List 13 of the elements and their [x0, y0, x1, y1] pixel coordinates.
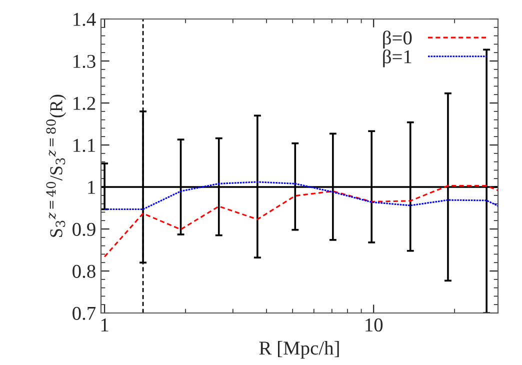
y-tick-label: 1.2: [74, 96, 96, 110]
y-tick-label: 1: [88, 180, 95, 194]
legend-label: β=0: [383, 30, 412, 48]
x-tick-label: 10: [366, 318, 383, 332]
y-tick-label: 0.9: [72, 222, 96, 236]
y-tick-label: 1.1: [74, 138, 95, 152]
y-tick-label: 1.3: [74, 54, 96, 68]
x-axis-title: R [Mpc/h]: [259, 341, 339, 359]
y-tick-label: 0.8: [72, 264, 96, 278]
y-axis-title: S$_{3}$$^{z=40}$/S$_{3}$$^{z=80}$(R): [46, 94, 66, 237]
y-tick-label: 0.7: [72, 306, 96, 320]
legend-label: β=1: [383, 49, 412, 68]
y-tick-label: 1.4: [74, 12, 96, 26]
